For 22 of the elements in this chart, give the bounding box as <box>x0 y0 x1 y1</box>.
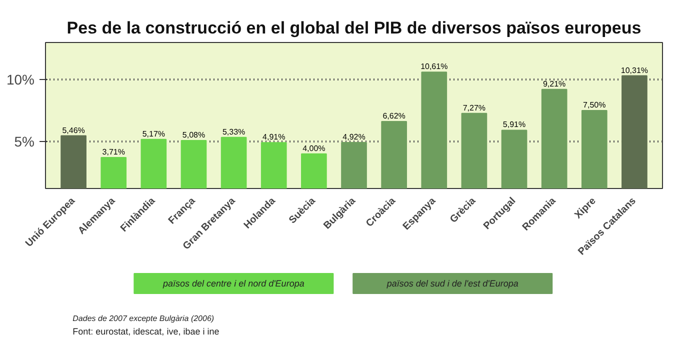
data-label: 5,17% <box>142 129 166 138</box>
data-label: 3,71% <box>102 147 125 156</box>
data-label: 7,50% <box>583 100 606 110</box>
data-label: 4,91% <box>262 132 286 142</box>
text: Dades de 2007 excepte Bulgària (2006) <box>72 314 214 323</box>
text: països del centre i el nord d'Europa <box>162 278 304 288</box>
y-tick-label: 5% <box>14 133 34 150</box>
data-label: 9,21% <box>542 79 566 88</box>
data-label: 5,08% <box>182 130 206 140</box>
data-label: 6,62% <box>382 111 406 120</box>
text: Font: eurostat, idescat, ive, ibae i ine <box>72 326 220 336</box>
data-label: 4,92% <box>342 132 366 142</box>
y-tick-label: 10% <box>6 72 35 88</box>
chart-title: Pes de la construcció en el global del PIB de diversos països europeus <box>66 18 642 38</box>
data-label: 10,31% <box>620 66 648 75</box>
data-label: 7,27% <box>462 103 486 112</box>
data-label: 5,91% <box>502 120 526 130</box>
data-label: 4,00% <box>302 144 326 153</box>
data-label: 5,46% <box>62 126 85 135</box>
data-label: 5,33% <box>222 127 246 136</box>
data-label: 10,61% <box>420 62 448 72</box>
text: països del sud i de l'est d'Europa <box>386 278 518 288</box>
